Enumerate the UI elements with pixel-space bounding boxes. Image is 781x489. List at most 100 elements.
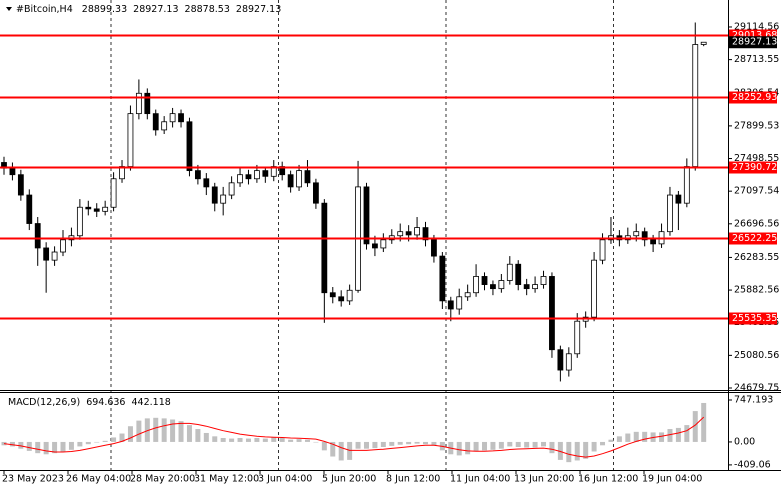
level-label: 28252.93 bbox=[732, 92, 777, 103]
candle-body bbox=[329, 292, 336, 298]
candle-body bbox=[683, 166, 690, 204]
candle-body bbox=[85, 206, 92, 210]
candle-body bbox=[397, 231, 404, 237]
macd-bar bbox=[549, 441, 555, 454]
level-label-box bbox=[729, 161, 777, 174]
macd-bar bbox=[153, 417, 159, 442]
level-label-box bbox=[729, 91, 777, 104]
macd-bar bbox=[229, 438, 235, 442]
candle-body bbox=[43, 247, 50, 261]
x-tick-label: 28 May 20:00 bbox=[130, 474, 195, 485]
candle-body bbox=[565, 353, 572, 371]
candle-body bbox=[304, 170, 311, 184]
macd-bar bbox=[313, 441, 319, 443]
macd-bar bbox=[591, 441, 597, 452]
macd-bar bbox=[18, 441, 24, 449]
candle-body bbox=[380, 239, 387, 249]
candle-body bbox=[245, 174, 252, 180]
macd-bar bbox=[127, 426, 133, 442]
macd-header: MACD(12,26,9) 694.636 442.118 bbox=[8, 397, 171, 408]
candle-body bbox=[422, 227, 429, 241]
candle-body bbox=[60, 239, 66, 253]
macd-bar bbox=[482, 441, 488, 451]
ohlc-high: 28927.13 bbox=[133, 4, 178, 15]
candle-body bbox=[102, 206, 109, 212]
macd-bar bbox=[608, 439, 614, 442]
candle-body bbox=[557, 349, 564, 371]
candle-body bbox=[313, 182, 319, 204]
y-tick-label: 747.193 bbox=[734, 395, 773, 406]
candle-body bbox=[439, 255, 446, 302]
candle-body bbox=[220, 194, 227, 204]
candle-body bbox=[599, 239, 606, 261]
x-tick-label: 31 May 12:00 bbox=[194, 474, 259, 485]
candle-body bbox=[346, 289, 353, 302]
macd-bar bbox=[633, 431, 639, 442]
macd-bar bbox=[583, 441, 589, 459]
candle-body bbox=[506, 263, 513, 281]
candle-body bbox=[76, 206, 83, 237]
macd-bar bbox=[600, 441, 606, 446]
x-tick-label: 5 Jun 20:00 bbox=[322, 474, 376, 485]
candle-body bbox=[591, 259, 597, 318]
macd-bar bbox=[296, 439, 302, 442]
candle-body bbox=[641, 231, 648, 241]
macd-bar bbox=[515, 441, 521, 447]
macd-bar bbox=[355, 441, 361, 449]
candle-body bbox=[473, 276, 479, 294]
macd-bar bbox=[372, 441, 378, 449]
macd-bar bbox=[659, 432, 665, 442]
collapse-icon[interactable] bbox=[6, 7, 12, 11]
y-tick-label: 26696.56 bbox=[734, 218, 779, 229]
y-tick-label: 28713.55 bbox=[734, 54, 779, 65]
macd-bar bbox=[161, 418, 167, 442]
macd-bar bbox=[363, 441, 369, 449]
candle-body bbox=[414, 227, 420, 236]
macd-bar bbox=[321, 441, 327, 451]
macd-bar bbox=[616, 436, 622, 442]
macd-bar bbox=[389, 441, 395, 446]
candle-body bbox=[34, 223, 41, 249]
macd-bar bbox=[144, 418, 150, 442]
macd-bar bbox=[566, 441, 572, 463]
ohlc-open: 28899.33 bbox=[82, 4, 127, 15]
macd-title: MACD(12,26,9) bbox=[8, 397, 80, 408]
macd-bar bbox=[414, 441, 420, 444]
candle-body bbox=[321, 202, 328, 294]
candle-body bbox=[127, 113, 134, 167]
candle-body bbox=[549, 276, 555, 351]
y-tick-label: 29114.56 bbox=[734, 21, 779, 32]
macd-bar bbox=[203, 432, 209, 442]
level-label: 26522.25 bbox=[732, 233, 777, 244]
macd-bar bbox=[43, 441, 49, 455]
macd-bar bbox=[237, 438, 243, 442]
macd-bar bbox=[111, 437, 117, 442]
macd-bar bbox=[26, 441, 32, 451]
candle-body bbox=[135, 92, 142, 115]
macd-value: 694.636 bbox=[86, 397, 125, 408]
x-tick-label: 3 Jun 04:00 bbox=[258, 474, 312, 485]
candle-body bbox=[26, 194, 33, 224]
candle-body bbox=[431, 239, 437, 257]
symbol: #Bitcoin,H4 bbox=[16, 4, 73, 15]
ohlc-close: 28927.13 bbox=[236, 4, 281, 15]
candle-body bbox=[17, 174, 24, 196]
candle-body bbox=[161, 121, 168, 131]
macd-bar bbox=[675, 427, 681, 442]
x-tick-label: 13 Jun 20:00 bbox=[514, 474, 574, 485]
y-tick-label: 27097.54 bbox=[734, 186, 779, 197]
candle-body bbox=[498, 280, 505, 290]
macd-bar bbox=[330, 441, 336, 457]
macd-bar bbox=[498, 441, 504, 449]
macd-bar bbox=[220, 438, 226, 442]
candle-body bbox=[152, 113, 159, 131]
y-tick-label: 25080.56 bbox=[734, 350, 779, 361]
macd-bar bbox=[541, 441, 547, 447]
y-tick-label: 27899.53 bbox=[734, 120, 779, 131]
x-tick-label: 19 Jun 04:00 bbox=[642, 474, 702, 485]
candle-body bbox=[490, 284, 496, 290]
y-tick-label: 27498.55 bbox=[734, 153, 779, 164]
macd-bar bbox=[532, 441, 538, 448]
